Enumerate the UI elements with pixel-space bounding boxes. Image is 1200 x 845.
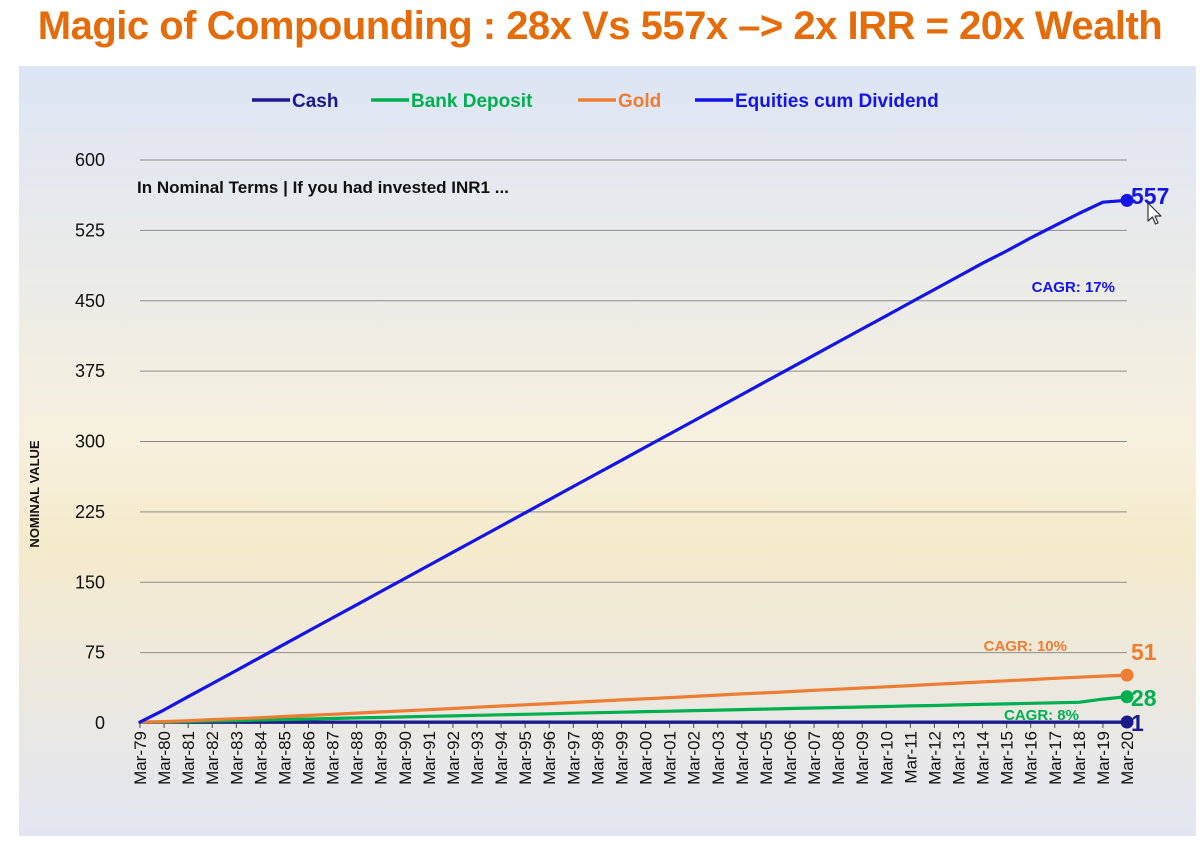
y-tick-label: 0 [95, 713, 105, 733]
x-tick-label: Mar-99 [612, 731, 631, 785]
x-tick-label: Mar-13 [949, 731, 968, 785]
gridlines [140, 159, 1127, 724]
end-marker-cash [1120, 715, 1134, 729]
legend-label-cash: Cash [292, 91, 338, 112]
x-tick-label: Mar-01 [661, 731, 680, 785]
chart-panel: 0 75 150 225 300 375 450 525 600 Mar-79 Mar-80 Mar-… [19, 66, 1196, 836]
x-tick-label: Mar-14 [974, 731, 993, 785]
x-tick-label: Mar-15 [998, 731, 1017, 785]
x-tick-label: Mar-09 [853, 731, 872, 785]
x-tick-label: Mar-82 [203, 731, 222, 785]
x-tick-label: Mar-89 [372, 731, 391, 785]
x-tick-label: Mar-88 [348, 731, 367, 785]
legend: Cash Bank Deposit Gold Equities cum Dividen… [252, 91, 939, 112]
y-tick-label: 525 [75, 220, 105, 240]
x-tick-label: Mar-03 [709, 731, 728, 785]
x-tick-label: Mar-91 [420, 731, 439, 785]
y-tick-label: 300 [75, 432, 105, 452]
cagr-label-bank-deposit: CAGR: 8% [1004, 707, 1079, 724]
cagr-label-equities-cum-dividend: CAGR: 17% [1032, 279, 1115, 296]
x-tick-label: Mar-93 [468, 731, 487, 785]
mouse-pointer-icon [1147, 202, 1162, 225]
x-tick-label: Mar-84 [251, 731, 270, 785]
x-tick-label: Mar-10 [877, 731, 896, 785]
x-tick-label: Mar-18 [1070, 731, 1089, 785]
x-tick-label: Mar-12 [925, 731, 944, 785]
x-tick-label: Mar-00 [637, 731, 656, 785]
chart-annotation: In Nominal Terms | If you had invested I… [137, 178, 509, 197]
end-marker-bank-deposit [1120, 690, 1134, 704]
x-tick-label: Mar-83 [227, 731, 246, 785]
x-tick-label: Mar-11 [901, 731, 920, 784]
x-tick-label: Mar-97 [564, 731, 583, 785]
end-value-label-gold: 51 [1131, 639, 1157, 665]
x-tick-label: Mar-85 [275, 731, 294, 785]
line-chart: 0 75 150 225 300 375 450 525 600 Mar-79 Mar-80 Mar-… [27, 91, 1170, 785]
x-tick-label: Mar-20 [1118, 731, 1137, 785]
x-tick-label: Mar-02 [685, 731, 704, 785]
end-value-label-bank-deposit: 28 [1131, 685, 1157, 711]
x-tick-label: Mar-98 [588, 731, 607, 785]
y-tick-label: 225 [75, 502, 105, 522]
y-tick-label: 150 [75, 572, 105, 592]
y-tick-label: 75 [85, 643, 105, 663]
x-tick-label: Mar-87 [324, 731, 343, 785]
x-tick-label: Mar-95 [516, 731, 535, 785]
x-tick-label: Mar-94 [492, 731, 511, 785]
x-tick-label: Mar-04 [733, 731, 752, 785]
x-tick-label: Mar-80 [155, 731, 174, 785]
x-tick-label: Mar-05 [757, 731, 776, 785]
y-axis-label: NOMINAL VALUE [27, 440, 42, 547]
series-line-gold [138, 673, 1129, 724]
legend-label-equities-cum-dividend: Equities cum Dividend [735, 91, 939, 112]
x-tick-label: Mar-86 [300, 731, 319, 785]
x-tick-label: Mar-96 [540, 731, 559, 785]
end-marker-equities-cum-dividend [1120, 193, 1134, 207]
y-tick-label: 600 [75, 150, 105, 170]
legend-label-gold: Gold [618, 91, 661, 112]
x-tick-label: Mar-92 [444, 731, 463, 785]
x-tick-label: Mar-19 [1094, 731, 1113, 785]
cagr-label-gold: CAGR: 10% [984, 638, 1067, 655]
end-marker-gold [1120, 668, 1134, 682]
legend-label-bank-deposit: Bank Deposit [411, 91, 533, 112]
x-tick-label: Mar-07 [805, 731, 824, 785]
y-tick-label: 375 [75, 361, 105, 381]
end-value-label-cash: 1 [1131, 710, 1144, 736]
x-tick-label: Mar-17 [1046, 731, 1065, 785]
series-lines [138, 198, 1129, 724]
x-tick-label: Mar-90 [396, 731, 415, 785]
series-line-bank-deposit [138, 695, 1129, 724]
page-title: Magic of Compounding : 28x Vs 557x –> 2x… [37, 4, 1163, 48]
x-tick-label: Mar-16 [1022, 731, 1041, 785]
x-tick-label: Mar-81 [179, 731, 198, 785]
x-tick-label: Mar-79 [131, 731, 150, 785]
x-tick-label: Mar-06 [781, 731, 800, 785]
y-tick-label: 450 [75, 291, 105, 311]
axes: 0 75 150 225 300 375 450 525 600 Mar-79 Mar-80 Mar-… [75, 150, 1137, 785]
series-line-equities-cum-dividend [138, 198, 1129, 724]
x-tick-label: Mar-08 [829, 731, 848, 785]
